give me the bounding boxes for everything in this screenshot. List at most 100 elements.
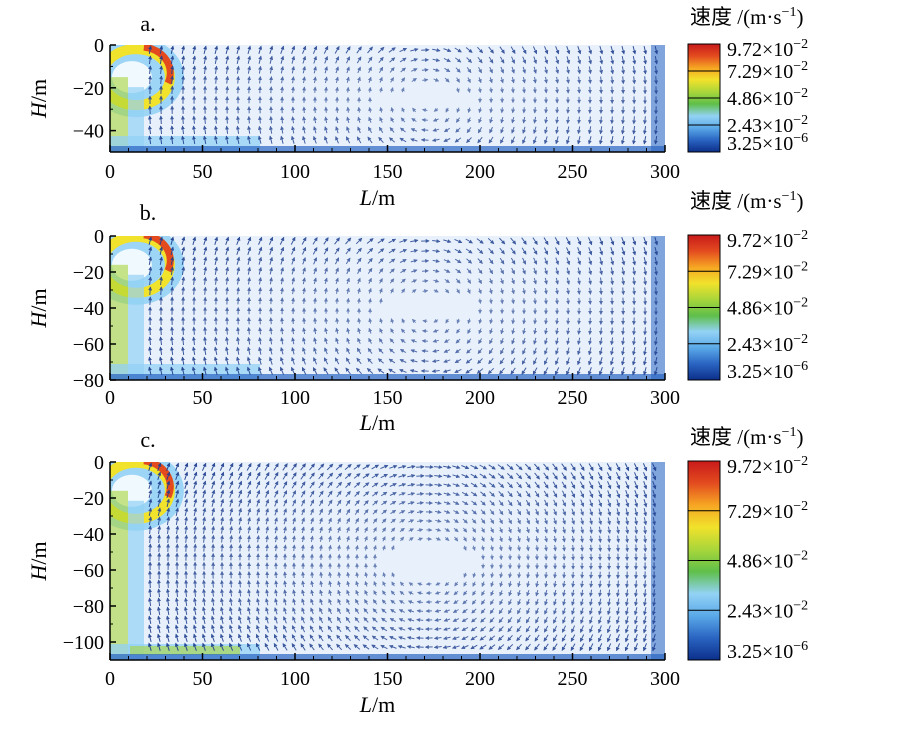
velocity-arrow [238,328,239,335]
velocity-arrow [557,298,558,304]
velocity-arrow [502,298,503,303]
velocity-arrow [634,116,635,123]
velocity-arrow [519,554,520,559]
colorbar-label: 7.29×10−2 [727,59,808,83]
x-tick-label: 100 [280,387,310,409]
velocity-arrow [249,117,250,124]
y-tick-label: −40 [73,121,104,143]
velocity-arrow [416,647,423,648]
x-tick-label: 250 [558,387,588,409]
velocity-arrow [321,572,322,578]
velocity-arrow [645,544,646,551]
velocity-arrow [568,107,569,113]
x-axis-title: L/m [359,185,395,210]
x-axis-title: L/m [359,410,395,435]
velocity-arrow [535,107,536,113]
velocity-arrow [348,87,349,92]
velocity-arrow [359,107,360,112]
velocity-arrow [600,545,601,552]
velocity-arrow [195,544,196,551]
velocity-arrow [271,87,272,93]
x-tick-label: 250 [558,161,588,183]
velocity-arrow [222,545,223,552]
x-tick-label: 150 [373,161,403,183]
velocity-arrow [591,545,592,551]
velocity-arrow [564,545,565,551]
x-tick-label: 50 [193,387,213,409]
velocity-arrow [326,107,327,113]
colorbar-label: 4.86×10−2 [727,296,808,320]
velocity-arrow [524,298,525,303]
y-tick-label: −40 [73,298,104,320]
velocity-arrow [150,287,151,295]
x-tick-label: 300 [650,387,680,409]
velocity-arrow [654,544,655,551]
velocity-arrow [150,580,151,588]
velocity-arrow [238,77,239,84]
velocity-arrow [656,287,657,294]
velocity-arrow [315,107,316,113]
plot-area [110,45,665,152]
x-tick-label: 100 [280,161,310,183]
panel-label: a. [140,11,155,36]
colorbar-label: 2.43×10−2 [727,332,808,356]
velocity-arrow [582,545,583,551]
panel-label: c. [140,427,155,452]
velocity-arrow [513,298,514,303]
velocity-arrow [216,116,217,123]
x-tick-label: 200 [465,387,495,409]
colorbar-label: 9.72×10−2 [727,37,808,61]
velocity-arrow [491,299,492,304]
velocity-arrow [416,467,424,468]
velocity-arrow [293,298,294,304]
velocity-arrow [627,545,628,552]
velocity-arrow [612,117,613,124]
y-tick-label: −80 [73,596,104,618]
velocity-arrow [240,572,241,579]
y-tick-label: −60 [73,334,104,356]
velocity-arrow [528,572,529,578]
velocity-arrow [502,107,503,112]
velocity-arrow [417,485,424,486]
y-axis-title: H/m [26,541,51,581]
x-tick-label: 300 [650,668,680,690]
velocity-arrow [227,87,228,94]
velocity-arrow [177,580,178,588]
velocity-arrow [267,545,268,551]
velocity-arrow [623,116,624,123]
velocity-arrow [636,545,637,552]
velocity-arrow [513,318,514,323]
velocity-arrow [282,117,283,124]
velocity-arrow [513,107,514,112]
velocity-arrow [339,554,340,559]
velocity-arrow [177,535,178,543]
velocity-arrow [213,580,214,587]
velocity-arrow [579,87,580,93]
velocity-arrow [172,86,173,94]
x-tick-label: 100 [280,668,310,690]
velocity-arrow [524,87,525,93]
velocity-arrow [645,327,646,334]
velocity-arrow [623,76,624,83]
velocity-arrow [546,107,547,113]
velocity-arrow [227,288,228,295]
colorbar-label: 7.29×10−2 [727,499,808,523]
velocity-arrow [249,87,250,94]
x-tick-label: 50 [193,668,213,690]
velocity-arrow [546,545,547,551]
velocity-arrow [240,545,241,552]
velocity-arrow [601,117,602,124]
y-tick-label: −40 [73,524,104,546]
colorbar-label: 7.29×10−2 [727,259,808,283]
y-tick-label: −20 [73,78,104,100]
velocity-arrow [238,298,239,305]
y-tick-label: −80 [73,370,104,392]
velocity-arrow [161,116,162,124]
velocity-arrow [150,544,151,552]
velocity-arrow [172,126,173,134]
velocity-arrow [150,327,151,335]
velocity-arrow [282,318,283,324]
colorbar-label: 9.72×10−2 [727,228,808,252]
